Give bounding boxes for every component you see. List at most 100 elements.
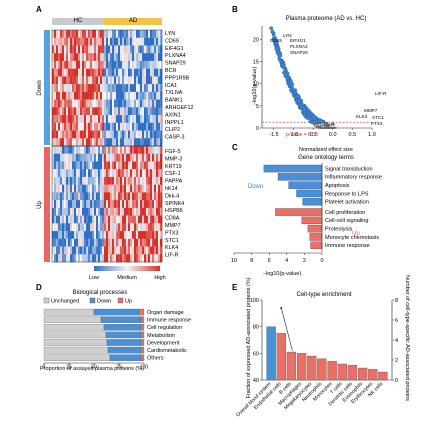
bp-bar-segment — [43, 331, 107, 339]
heatmap-cell — [60, 115, 63, 123]
volcano-point — [269, 26, 274, 30]
heatmap-cell — [102, 184, 105, 193]
heatmap-cell — [148, 238, 151, 247]
heatmap-cell — [140, 84, 143, 93]
bp-bar-segment — [93, 308, 140, 316]
heatmap-cell — [144, 223, 147, 232]
heatmap-cell — [116, 215, 119, 224]
heatmap-cell — [92, 76, 95, 85]
heatmap-cell — [106, 146, 109, 154]
heatmap-cell — [136, 45, 139, 54]
heatmap-cell — [118, 207, 121, 216]
heatmap-cell — [92, 153, 95, 162]
heatmap-cell — [52, 91, 55, 100]
heatmap-cell — [78, 130, 81, 139]
heatmap-cell — [86, 246, 89, 255]
volcano-point — [331, 124, 333, 126]
heatmap-cell — [124, 254, 127, 263]
volcano-point — [304, 105, 308, 110]
heatmap-cell — [106, 176, 109, 185]
volcano-point — [327, 123, 329, 126]
heatmap-cell — [144, 146, 147, 154]
heatmap-cell — [78, 91, 81, 100]
heatmap-cell — [146, 169, 149, 178]
heatmap-cell — [124, 138, 127, 147]
heatmap-cell — [90, 76, 93, 85]
panel-label-e: E — [232, 283, 238, 292]
bp-legend-label: Down — [97, 299, 111, 305]
cell-type-panel: Cell-type enrichment 40608010002468Overa… — [235, 275, 410, 418]
heatmap-cell — [152, 184, 155, 193]
volcano-point — [332, 123, 335, 126]
heatmap-cell — [132, 231, 135, 239]
volcano-point — [275, 51, 280, 56]
heatmap-cell — [104, 107, 107, 116]
heatmap-cell — [144, 30, 147, 38]
heatmap-cell — [154, 138, 157, 147]
heatmap-cell — [124, 146, 127, 154]
ct-title: Cell-type enrichment — [296, 292, 351, 298]
heatmap-cell — [74, 161, 77, 170]
heatmap-cell — [132, 60, 135, 69]
heatmap-cell — [158, 60, 161, 69]
heatmap-cell — [76, 223, 79, 232]
heatmap-cell — [118, 192, 121, 201]
heatmap-cell — [52, 238, 55, 247]
heatmap-cell — [150, 169, 153, 178]
heatmap-cell — [108, 37, 111, 46]
volcano-point — [323, 124, 326, 127]
heatmap-cell — [136, 84, 139, 93]
heatmap-cell — [122, 53, 125, 62]
heatmap-cell — [118, 176, 121, 185]
volcano-point — [282, 67, 286, 71]
heatmap-cell — [108, 161, 111, 170]
heatmap-cell — [98, 99, 101, 108]
heatmap-cell — [132, 91, 135, 100]
heatmap-cell — [140, 115, 143, 123]
heatmap-cell — [86, 215, 89, 224]
heatmap-cell — [104, 91, 107, 100]
heatmap-cell — [114, 146, 117, 154]
heatmap-cell — [116, 60, 119, 69]
heatmap-cell — [52, 84, 55, 93]
heatmap-cell — [66, 99, 69, 108]
heatmap-cell — [122, 192, 125, 201]
heatmap-cell — [124, 130, 127, 139]
heatmap-cell — [66, 53, 69, 62]
heatmap-cell — [136, 161, 139, 170]
heatmap-cell — [80, 30, 83, 38]
heatmap-cell — [106, 207, 109, 216]
heatmap-cell — [154, 184, 157, 193]
heatmap-cell — [108, 215, 111, 224]
heatmap-cell — [84, 138, 87, 147]
heatmap-cell — [104, 207, 107, 216]
heatmap-cell — [102, 192, 105, 201]
heatmap-cell — [74, 37, 77, 46]
heatmap-cell — [152, 192, 155, 201]
heatmap-cell — [82, 115, 85, 123]
heatmap-cell — [82, 45, 85, 54]
hc-group-label: HC — [74, 18, 83, 24]
heatmap-cell — [160, 246, 163, 255]
heatmap-cell — [60, 161, 63, 170]
heatmap-cell — [112, 207, 115, 216]
heatmap-cell — [64, 192, 67, 201]
heatmap-cell — [66, 60, 69, 69]
heatmap-cell — [66, 146, 69, 154]
heatmap-cell — [138, 192, 141, 201]
heatmap-cell — [64, 223, 67, 232]
heatmap-cell — [104, 53, 107, 62]
heatmap-cell — [146, 153, 149, 162]
heatmap-cell — [76, 84, 79, 93]
heatmap-cell — [66, 200, 69, 209]
heatmap-cell — [78, 153, 81, 162]
heatmap-cell — [66, 238, 69, 247]
heatmap-cell — [118, 146, 121, 154]
heatmap-cell — [128, 53, 131, 62]
heatmap-cell — [134, 138, 137, 147]
heatmap-cell — [104, 246, 107, 255]
heatmap-cell — [66, 122, 69, 131]
heatmap-cell — [140, 231, 143, 239]
heatmap-cell — [158, 107, 161, 116]
heatmap-cell — [154, 223, 157, 232]
